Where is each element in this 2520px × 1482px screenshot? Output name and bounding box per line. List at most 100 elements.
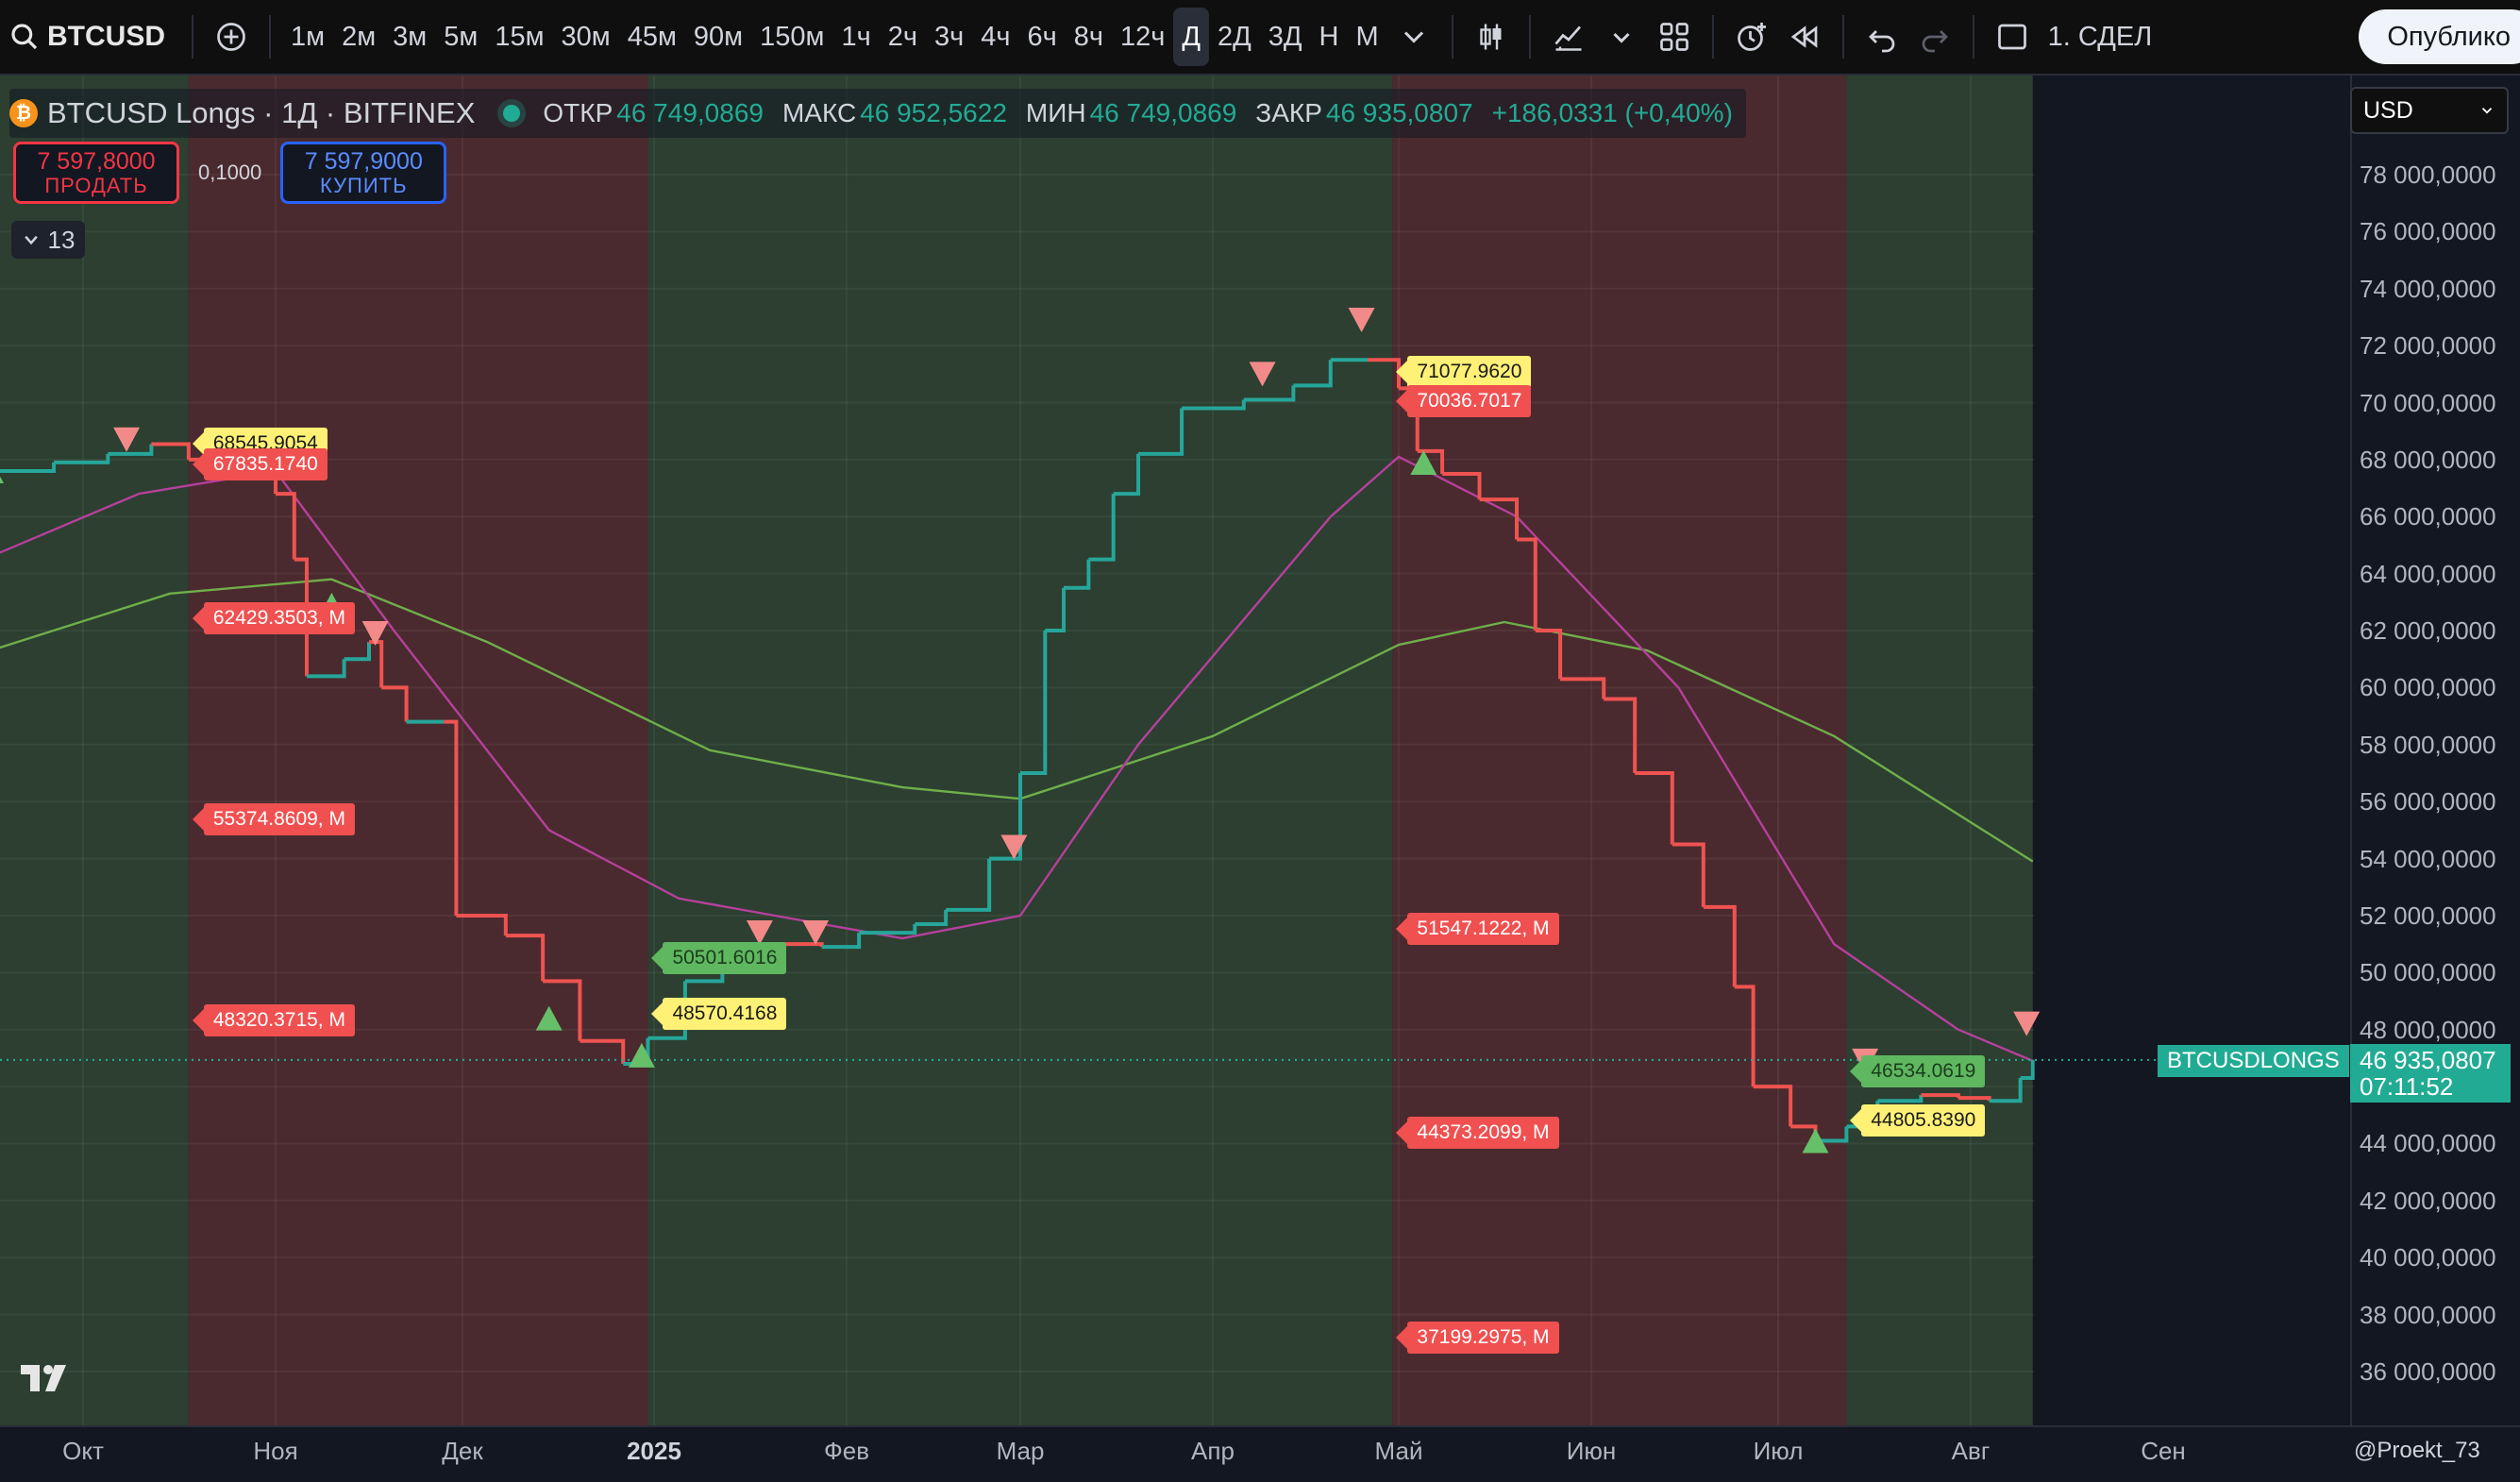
- price-segment: [543, 979, 582, 1041]
- time-tick: Ноя: [253, 1437, 298, 1465]
- interval-10[interactable]: 2ч: [887, 22, 917, 52]
- interval-9[interactable]: 1ч: [841, 22, 871, 52]
- interval-20[interactable]: М: [1355, 22, 1379, 52]
- chevron-down-icon: [1613, 32, 1630, 43]
- interval-1[interactable]: 2м: [342, 22, 377, 52]
- indicators-collapse-button[interactable]: 13: [11, 221, 85, 259]
- legend-title[interactable]: BTCUSD Longs · 1Д · BITFINEX: [47, 96, 476, 129]
- sell-button[interactable]: 7 597,8000 ПРОДАТЬ: [13, 142, 179, 204]
- symbol-name: BTCUSD: [47, 21, 165, 52]
- time-tick: Авг: [1951, 1437, 1991, 1465]
- tradingview-logo-icon[interactable]: [19, 1359, 81, 1397]
- interval-dropdown-button[interactable]: [1387, 10, 1440, 63]
- future-area: [2034, 76, 2350, 1425]
- search-icon: [11, 24, 38, 50]
- buy-button[interactable]: 7 597,9000 КУПИТЬ: [280, 142, 447, 204]
- time-tick: Дек: [442, 1437, 483, 1465]
- price-segment: [1989, 1078, 2023, 1103]
- time-scale[interactable]: [0, 1425, 2520, 1482]
- chevron-down-icon: [2481, 108, 2493, 114]
- price-segment: [1734, 985, 1756, 1087]
- divider: [192, 15, 193, 59]
- interval-5[interactable]: 30м: [561, 22, 611, 52]
- redo-icon: [1922, 30, 1948, 53]
- legend-change: +186,0331 (+0,40%): [1491, 98, 1733, 127]
- sell-price: 7 597,8000: [37, 148, 156, 175]
- series-legend: ₿ BTCUSD Longs · 1Д · BITFINEX ОТКР 46 74…: [9, 89, 1746, 138]
- legend-open: ОТКР 46 749,0869: [543, 98, 764, 127]
- price-segment: [381, 685, 409, 722]
- interval-4[interactable]: 15м: [495, 22, 545, 52]
- spread-value: 0,1000: [198, 160, 262, 184]
- price-tick: 40 000,0000: [2360, 1243, 2496, 1272]
- divider: [269, 15, 271, 59]
- trading-panel: 7 597,8000 ПРОДАТЬ 0,1000 7 597,9000 КУП…: [13, 142, 447, 204]
- symbol-search[interactable]: BTCUSD: [0, 0, 180, 74]
- price-segment: [1113, 453, 1141, 497]
- market-status-icon[interactable]: [503, 105, 521, 122]
- chart-pane[interactable]: ₿ BTCUSD Longs · 1Д · BITFINEX ОТКР 46 74…: [0, 76, 2350, 1425]
- interval-12[interactable]: 4ч: [981, 22, 1011, 52]
- interval-11[interactable]: 3ч: [933, 22, 965, 52]
- price-scale[interactable]: [2350, 76, 2520, 1425]
- chart-label-8: 70036.7017: [1396, 385, 1532, 418]
- redo-button[interactable]: [1908, 10, 1961, 63]
- price-segment: [2020, 1059, 2035, 1081]
- interval-2[interactable]: 3м: [393, 22, 428, 52]
- layouts-button[interactable]: [1648, 10, 1701, 63]
- time-tick: 2025: [627, 1437, 681, 1465]
- interval-8[interactable]: 150м: [760, 22, 825, 52]
- price-tick: 62 000,0000: [2360, 616, 2496, 646]
- chart-label-10: 44373.2099, M: [1396, 1117, 1559, 1150]
- sell-signal-marker: [1348, 307, 1375, 332]
- chart-type-button[interactable]: [1465, 10, 1518, 63]
- indicators-button[interactable]: [1542, 10, 1595, 63]
- interval-16[interactable]: Д: [1173, 8, 1209, 66]
- chart-label-2: 62429.3503, M: [192, 602, 355, 635]
- price-segment: [151, 442, 191, 460]
- price-tick: 72 000,0000: [2360, 331, 2496, 361]
- add-compare-button[interactable]: [205, 10, 258, 63]
- price-segment: [1535, 629, 1563, 680]
- indicators-dropdown-button[interactable]: [1595, 10, 1648, 63]
- fullscreen-button[interactable]: [1986, 10, 2039, 63]
- chart-label-5: 50501.6016: [651, 942, 787, 975]
- indicators-icon: [1554, 25, 1582, 51]
- chevron-down-icon: [1403, 31, 1423, 43]
- time-tick: Окт: [62, 1437, 104, 1465]
- legend-low: МИН 46 749,0869: [1025, 98, 1237, 127]
- time-tick: Фев: [823, 1437, 870, 1465]
- price-chart[interactable]: [0, 76, 2350, 1425]
- interval-7[interactable]: 90м: [693, 22, 744, 52]
- interval-13[interactable]: 6ч: [1027, 22, 1057, 52]
- divider: [1841, 15, 1844, 59]
- price-segment: [946, 858, 992, 912]
- author-credit: @Proekt_73: [2354, 1438, 2480, 1463]
- undo-button[interactable]: [1856, 10, 1908, 63]
- price-tick: 70 000,0000: [2360, 388, 2496, 417]
- price-tick: 48 000,0000: [2360, 1015, 2496, 1044]
- last-price-label: 46 935,0807 07:11:52: [2350, 1044, 2511, 1103]
- interval-6[interactable]: 45м: [627, 22, 677, 52]
- price-segment: [1877, 1095, 1924, 1103]
- interval-list: 1м 2м 3м 5м 15м 30м 45м 90м 150м 1ч 2ч 3ч 4ч 6ч 8ч 12ч Д…: [282, 8, 1387, 66]
- interval-0[interactable]: 1м: [291, 22, 326, 52]
- price-segment: [444, 719, 459, 916]
- interval-3[interactable]: 5м: [444, 22, 479, 52]
- currency-select[interactable]: USD: [2350, 87, 2509, 134]
- publish-button[interactable]: Опублико: [2359, 9, 2520, 64]
- price-segment: [1635, 771, 1674, 845]
- interval-15[interactable]: 12ч: [1119, 22, 1166, 52]
- sell-signal-marker: [746, 920, 773, 946]
- price-segment: [1517, 537, 1537, 632]
- alert-button[interactable]: [1725, 10, 1778, 63]
- interval-17[interactable]: 2Д: [1217, 22, 1252, 52]
- price-segment: [1020, 631, 1048, 775]
- interval-18[interactable]: 3Д: [1268, 22, 1302, 52]
- fullscreen-icon: [1997, 24, 2026, 50]
- interval-14[interactable]: 8ч: [1073, 22, 1103, 52]
- price-segment: [1442, 472, 1482, 500]
- layout-name[interactable]: 1. СДЕЛ: [2047, 21, 2153, 52]
- interval-19[interactable]: Н: [1319, 22, 1339, 52]
- replay-button[interactable]: [1778, 10, 1831, 63]
